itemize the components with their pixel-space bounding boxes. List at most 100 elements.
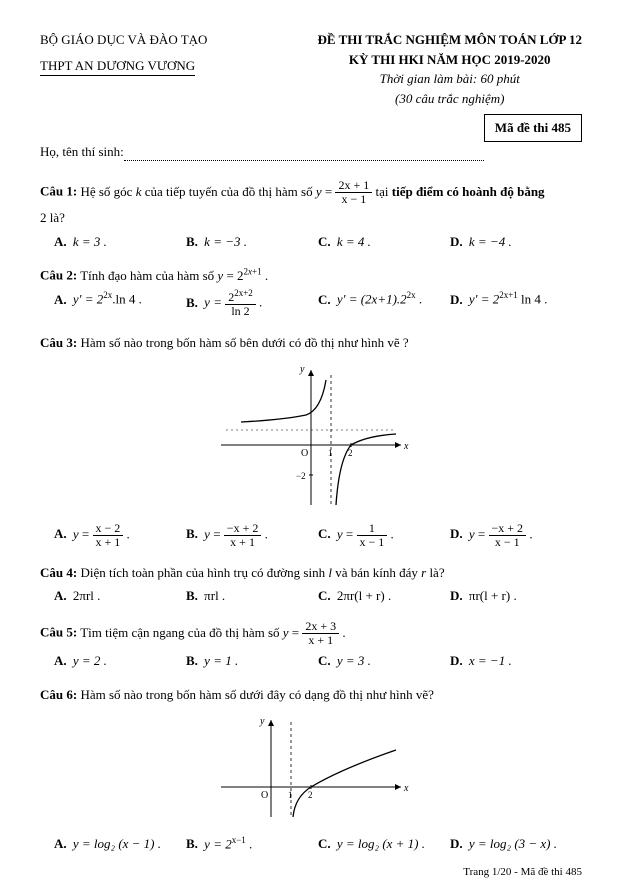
q1-mid: của tiếp tuyến của đồ thị hàm số	[141, 184, 315, 199]
q1-a-text: k = 3 .	[73, 234, 107, 249]
exam-duration: Thời gian làm bài: 60 phút	[318, 69, 583, 89]
q4-options: A. 2πrl . B. πrl . C. 2πr(l + r) . D. πr…	[40, 586, 582, 606]
q5d: x = −1 .	[469, 653, 512, 668]
q4-opt-a: A. 2πrl .	[54, 586, 186, 606]
question-6: Câu 6: Hàm số nào trong bốn hàm số dưới …	[40, 685, 582, 854]
q3d-num: −x + 2	[489, 522, 527, 536]
q1-post: tại	[376, 184, 392, 199]
exam-title-1: ĐỀ THI TRẮC NGHIỆM MÔN TOÁN LỚP 12	[318, 30, 583, 50]
q2-pre: Tính đạo hàm của hàm số	[80, 268, 217, 283]
q4-t3: là?	[426, 565, 444, 580]
q5c: y = 3 .	[337, 653, 371, 668]
q3b-num: −x + 2	[224, 522, 262, 536]
q3-opt-b: B. y = −x + 2x + 1 .	[186, 522, 318, 549]
q2-label: Câu 2:	[40, 268, 77, 283]
q3-graph: x y O 1 2 −2	[40, 360, 582, 516]
school-label: THPT AN DƯƠNG VƯƠNG	[40, 56, 207, 77]
q1-options: A. k = 3 . B. k = −3 . C. k = 4 . D. k =…	[40, 232, 582, 252]
q2b-pre: y =	[204, 295, 225, 310]
q4a: 2πrl .	[73, 588, 101, 603]
name-label: Họ, tên thí sinh:	[40, 144, 124, 159]
q5-text: Tìm tiệm cận ngang của đồ thị hàm số y =…	[80, 625, 345, 640]
q4-t1: Diện tích toàn phần của hình trụ có đườn…	[80, 565, 328, 580]
svg-text:y: y	[299, 364, 305, 375]
q5-pre: Tìm tiệm cận ngang của đồ thị hàm số	[80, 625, 283, 640]
svg-text:1: 1	[288, 790, 293, 800]
q4-text: Diện tích toàn phần của hình trụ có đườn…	[80, 565, 444, 580]
q6b-sup: x−1	[232, 835, 246, 845]
q6-graph: x y O 1 2	[40, 712, 582, 828]
q6-opt-c: C. y = log₂ (x + 1) .	[318, 834, 450, 854]
q5-den: x + 1	[302, 634, 339, 647]
q3-text: Hàm số nào trong bốn hàm số bên dưới có …	[80, 335, 408, 350]
svg-text:x: x	[403, 441, 409, 452]
svg-text:y: y	[259, 716, 265, 727]
q2b-frac: 22x+2 ln 2	[225, 289, 256, 318]
svg-text:1: 1	[328, 448, 333, 458]
q1-b-text: k = −3 .	[204, 234, 247, 249]
q1-den: x − 1	[335, 193, 372, 206]
q4-t2: và bán kính đáy	[332, 565, 421, 580]
q3b-den: x + 1	[224, 536, 262, 549]
q6b-pre: y = 2	[204, 836, 232, 851]
q2-options: A. y' = 22x.ln 4 . B. y = 22x+2 ln 2 . C…	[40, 289, 582, 318]
q2-opt-a: A. y' = 22x.ln 4 .	[54, 289, 186, 318]
q2d-post: ln 4 .	[518, 292, 548, 307]
q1-text: Hệ số góc k của tiếp tuyến của đồ thị hà…	[80, 184, 544, 199]
exam-code-box: Mã đề thi 485	[484, 114, 582, 142]
q6-text: Hàm số nào trong bốn hàm số dưới đây có …	[80, 687, 434, 702]
q3-opt-d: D. y = −x + 2x − 1 .	[450, 522, 582, 549]
q1-label: Câu 1:	[40, 184, 77, 199]
question-3: Câu 3: Hàm số nào trong bốn hàm số bên d…	[40, 333, 582, 549]
svg-text:x: x	[403, 783, 409, 794]
q5-opt-c: C. y = 3 .	[318, 651, 450, 671]
q2d-pre: y' = 2	[469, 292, 499, 307]
q3c-den: x − 1	[357, 536, 388, 549]
question-1: Câu 1: Hệ số góc k của tiếp tuyến của đồ…	[40, 179, 582, 251]
q4-opt-d: D. πr(l + r) .	[450, 586, 582, 606]
q6c: y = log₂ (x + 1) .	[337, 836, 425, 851]
q2a-sup: 2x	[103, 290, 112, 300]
q4-opt-c: C. 2πr(l + r) .	[318, 586, 450, 606]
q1-pre: Hệ số góc	[80, 184, 135, 199]
header-left: BỘ GIÁO DỤC VÀ ĐÀO TẠO THPT AN DƯƠNG VƯƠ…	[40, 30, 207, 76]
q2a-pre: y' = 2	[73, 292, 103, 307]
q6b-post: .	[246, 836, 253, 851]
name-line: Họ, tên thí sinh:	[40, 142, 582, 162]
q3-options: A. y = x − 2x + 1 . B. y = −x + 2x + 1 .…	[40, 522, 582, 549]
q6-options: A. y = log₂ (x − 1) . B. y = 2x−1 . C. y…	[40, 834, 582, 854]
q3-graph-svg: x y O 1 2 −2	[211, 360, 411, 510]
page-footer: Trang 1/20 - Mã đề thi 485	[40, 864, 582, 881]
svg-text:2: 2	[308, 790, 313, 800]
q1-opt-b: B. k = −3 .	[186, 232, 318, 252]
q2b-den: ln 2	[225, 305, 256, 318]
q2b-numsup: 2x+2	[234, 288, 253, 298]
q5-opt-b: B. y = 1 .	[186, 651, 318, 671]
svg-text:−2: −2	[296, 471, 306, 481]
svg-text:O: O	[261, 790, 268, 801]
q6-label: Câu 6:	[40, 687, 77, 702]
q4-opt-b: B. πrl .	[186, 586, 318, 606]
q5-options: A. y = 2 . B. y = 1 . C. y = 3 . D. x = …	[40, 651, 582, 671]
q5b: y = 1 .	[204, 653, 238, 668]
q1-bold: tiếp điểm có hoành độ bằng	[392, 184, 545, 199]
q2d-sup: 2x+1	[499, 290, 518, 300]
q4-label: Câu 4:	[40, 565, 77, 580]
question-2: Câu 2: Tính đạo hàm của hàm số y = 22x+1…	[40, 265, 582, 318]
q3a-den: x + 1	[93, 536, 124, 549]
exam-count: (30 câu trắc nghiệm)	[318, 89, 583, 109]
q6-graph-svg: x y O 1 2	[211, 712, 411, 822]
q3-label: Câu 3:	[40, 335, 77, 350]
school-underline: THPT AN DƯƠNG VƯƠNG	[40, 56, 195, 77]
q1-opt-a: A. k = 3 .	[54, 232, 186, 252]
exam-title-2: KỲ THI HKI NĂM HỌC 2019-2020	[318, 50, 583, 70]
q5-label: Câu 5:	[40, 625, 77, 640]
q3d-den: x − 1	[489, 536, 527, 549]
q6-opt-b: B. y = 2x−1 .	[186, 834, 318, 854]
q3-opt-c: C. y = 1x − 1 .	[318, 522, 450, 549]
q1-eq: y	[316, 184, 322, 199]
q1-fraction: 2x + 1 x − 1	[335, 179, 372, 206]
q1-opt-d: D. k = −4 .	[450, 232, 582, 252]
ministry-label: BỘ GIÁO DỤC VÀ ĐÀO TẠO	[40, 30, 207, 50]
q1-line2: 2 là?	[40, 208, 582, 228]
